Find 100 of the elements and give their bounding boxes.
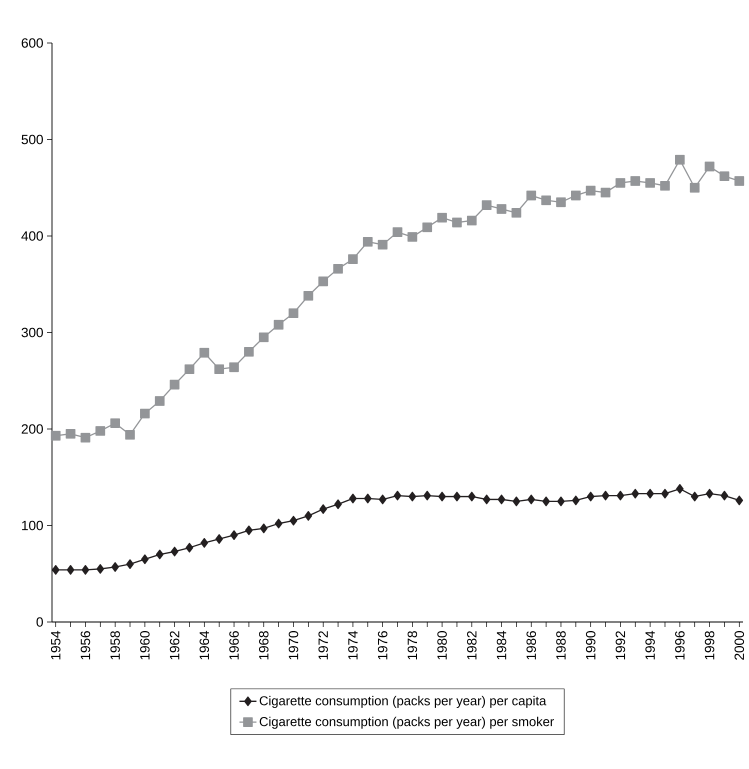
point bbox=[274, 518, 282, 528]
point bbox=[245, 525, 253, 536]
point bbox=[452, 218, 462, 228]
x-tick-label: 1996 bbox=[675, 631, 685, 660]
point bbox=[82, 565, 90, 575]
y-tick-label: 600 bbox=[22, 38, 43, 48]
point bbox=[156, 550, 164, 560]
point bbox=[333, 264, 343, 274]
point bbox=[482, 200, 492, 210]
point bbox=[468, 492, 476, 502]
legend-label: Cigarette consumption (packs per year) per smoker bbox=[260, 716, 554, 729]
point bbox=[616, 178, 626, 188]
point bbox=[527, 494, 536, 504]
point bbox=[586, 492, 594, 502]
x-tick-label: 1970 bbox=[288, 631, 298, 660]
point bbox=[616, 490, 624, 500]
point bbox=[200, 538, 208, 548]
point bbox=[572, 496, 580, 506]
point bbox=[349, 494, 357, 504]
x-tick-label: 1994 bbox=[645, 630, 655, 660]
y-tick-label: 400 bbox=[21, 231, 43, 241]
x-tick-label: 1966 bbox=[229, 631, 239, 660]
x-tick-label: 1990 bbox=[586, 631, 596, 660]
point bbox=[630, 176, 640, 186]
x-tick-label: 1964 bbox=[200, 630, 210, 660]
point bbox=[720, 171, 730, 182]
point bbox=[199, 348, 210, 358]
point bbox=[466, 216, 477, 226]
point bbox=[392, 227, 402, 237]
x-tick-label: 1982 bbox=[467, 631, 477, 660]
point bbox=[80, 432, 90, 443]
point bbox=[408, 232, 418, 242]
point bbox=[482, 494, 490, 504]
point bbox=[660, 180, 670, 191]
point bbox=[690, 492, 699, 502]
x-tick-label: 1968 bbox=[259, 631, 269, 660]
point bbox=[556, 197, 566, 208]
y-tick-label: 100 bbox=[22, 520, 43, 530]
point bbox=[348, 254, 358, 264]
point bbox=[512, 208, 522, 218]
x-tick-label: 1956 bbox=[80, 631, 90, 660]
point bbox=[676, 484, 684, 494]
y-tick-label: 300 bbox=[22, 328, 43, 338]
x-tick-label: 1986 bbox=[526, 631, 536, 660]
x-tick-label: 1958 bbox=[110, 631, 120, 660]
point bbox=[141, 554, 149, 564]
x-tick-label: 1972 bbox=[318, 631, 328, 660]
x-tick-label: 1974 bbox=[348, 630, 358, 660]
point bbox=[362, 236, 373, 247]
x-tick-label: 1978 bbox=[408, 631, 418, 660]
point bbox=[52, 565, 60, 575]
point bbox=[706, 488, 714, 499]
point bbox=[110, 418, 120, 428]
point bbox=[378, 494, 386, 504]
point bbox=[661, 488, 669, 499]
x-tick-label: 1992 bbox=[616, 631, 626, 660]
point bbox=[526, 190, 536, 200]
point bbox=[570, 190, 581, 200]
x-tick-label: 1998 bbox=[704, 631, 714, 660]
point bbox=[720, 490, 728, 500]
point bbox=[498, 494, 506, 504]
point bbox=[260, 524, 268, 534]
point bbox=[170, 380, 180, 390]
point bbox=[646, 488, 654, 499]
x-tick-label: 1988 bbox=[556, 631, 566, 660]
point bbox=[542, 496, 550, 506]
point bbox=[303, 290, 314, 301]
point bbox=[184, 364, 194, 374]
point bbox=[602, 490, 610, 500]
point bbox=[258, 332, 269, 342]
y-tick-label: 500 bbox=[22, 134, 43, 144]
point bbox=[95, 426, 106, 436]
point bbox=[645, 178, 655, 188]
point bbox=[675, 154, 685, 165]
point bbox=[244, 346, 254, 357]
point bbox=[704, 162, 714, 172]
point bbox=[230, 530, 238, 540]
y-tick-label: 200 bbox=[22, 424, 43, 434]
point bbox=[125, 430, 135, 440]
point bbox=[734, 176, 744, 186]
point bbox=[170, 546, 178, 556]
point bbox=[334, 499, 342, 510]
x-tick-label: 1960 bbox=[140, 631, 150, 660]
point bbox=[214, 364, 224, 374]
point bbox=[290, 516, 298, 526]
point bbox=[154, 396, 165, 406]
x-tick-label: 1984 bbox=[496, 630, 506, 660]
point bbox=[438, 492, 446, 502]
point bbox=[600, 188, 610, 198]
x-tick-label: 1976 bbox=[378, 631, 388, 660]
point bbox=[586, 186, 596, 196]
point bbox=[215, 534, 223, 544]
point bbox=[66, 428, 76, 439]
x-tick-label: 1962 bbox=[170, 631, 180, 660]
point bbox=[304, 511, 312, 521]
point bbox=[408, 492, 416, 502]
point bbox=[631, 488, 640, 499]
point bbox=[66, 565, 74, 575]
point bbox=[541, 195, 551, 206]
point bbox=[274, 320, 284, 330]
